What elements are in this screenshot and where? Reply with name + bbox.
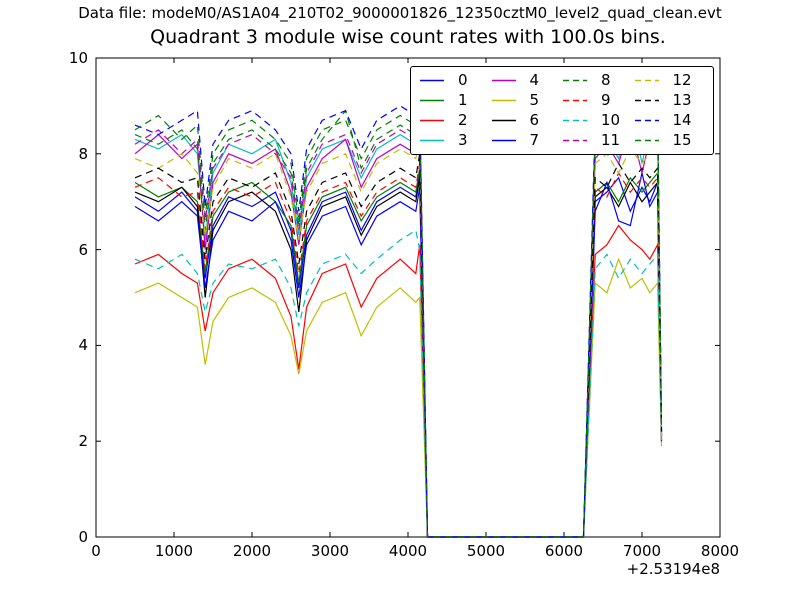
legend-line-sample-6 [491, 119, 516, 122]
legend-item-9: 9 [562, 91, 634, 111]
legend-label-5: 5 [529, 91, 540, 110]
legend-line-sample-11 [563, 139, 587, 141]
legend-label-14: 14 [672, 110, 692, 129]
legend-line-sample-0 [420, 80, 444, 82]
legend-label-9: 9 [601, 91, 611, 110]
legend-label-7: 7 [529, 130, 540, 149]
series-line-5 [134, 257, 663, 538]
y-tick-label-10: 10 [68, 49, 88, 67]
series-line-14 [134, 99, 663, 538]
legend-line-sample-4 [491, 80, 516, 82]
series-line-10 [134, 229, 663, 538]
legend-line-sample-13 [634, 99, 659, 102]
series-line-2 [134, 224, 663, 538]
legend-item-6: 6 [491, 111, 563, 131]
series-line-9 [134, 163, 663, 538]
legend-item-7: 7 [491, 130, 563, 150]
legend-label-6: 6 [529, 110, 540, 129]
legend-line-sample-15 [634, 139, 659, 141]
legend-item-0: 0 [419, 71, 491, 91]
y-tick-label-6: 6 [78, 240, 88, 259]
y-tick-label-2: 2 [78, 432, 88, 451]
y-tick-label-4: 4 [78, 336, 88, 355]
legend-label-11: 11 [601, 130, 621, 149]
legend-label-8: 8 [601, 71, 611, 90]
data-file-label: Data file: modeM0/AS1A04_210T02_90000018… [78, 4, 722, 22]
legend-line-sample-7 [491, 139, 516, 141]
legend-box: 0 1 2 3 4 5 6 7 8 9 10 11 12 13 14 15 [410, 66, 714, 155]
legend-label-2: 2 [458, 110, 468, 129]
x-tick-label-4000: 4000 [388, 542, 428, 560]
legend-item-1: 1 [419, 91, 491, 111]
legend-label-15: 15 [672, 130, 692, 149]
series-line-6 [134, 177, 663, 538]
series-line-12 [134, 139, 663, 538]
series-line-15 [134, 105, 663, 538]
x-tick-label-5000: 5000 [466, 542, 506, 560]
legend-item-4: 4 [491, 71, 563, 91]
legend-label-0: 0 [458, 71, 468, 90]
series-line-4 [134, 122, 663, 538]
legend-line-sample-1 [420, 99, 444, 102]
legend-line-sample-5 [491, 99, 516, 102]
series-line-11 [134, 120, 663, 538]
legend-item-13: 13 [634, 91, 706, 111]
legend-label-4: 4 [529, 71, 540, 90]
legend-item-10: 10 [562, 111, 634, 131]
legend-line-sample-14 [634, 119, 659, 122]
legend-line-sample-8 [563, 80, 587, 82]
legend-label-12: 12 [672, 71, 692, 90]
legend-label-1: 1 [458, 91, 468, 110]
legend-item-14: 14 [634, 111, 706, 131]
legend-item-5: 5 [491, 91, 563, 111]
legend-label-3: 3 [458, 130, 468, 149]
legend-item-2: 2 [419, 111, 491, 131]
x-tick-label-1000: 1000 [154, 542, 194, 560]
legend-item-15: 15 [634, 130, 706, 150]
series-line-3 [134, 105, 663, 538]
legend-line-sample-9 [563, 99, 587, 102]
legend-item-11: 11 [562, 130, 634, 150]
x-tick-label-3000: 3000 [310, 542, 350, 560]
legend-line-sample-2 [420, 119, 444, 122]
series-line-1 [134, 168, 663, 538]
x-tick-label-0: 0 [91, 542, 101, 560]
legend-line-sample-12 [634, 80, 659, 82]
series-line-8 [134, 109, 663, 538]
chart-title: Quadrant 3 module wise count rates with … [150, 26, 666, 48]
legend-item-8: 8 [562, 71, 634, 91]
legend-label-13: 13 [672, 91, 692, 110]
y-tick-label-8: 8 [78, 144, 88, 163]
x-tick-label-2000: 2000 [232, 542, 272, 560]
legend-item-3: 3 [419, 130, 491, 150]
legend-line-sample-3 [420, 139, 444, 141]
x-tick-label-7000: 7000 [622, 542, 662, 560]
x-tick-label-6000: 6000 [544, 542, 584, 560]
x-axis-offset-text: +2.53194e8 [626, 560, 720, 578]
x-tick-label-8000: 8000 [700, 542, 740, 560]
y-tick-label-0: 0 [78, 528, 88, 546]
series-line-13 [134, 153, 663, 538]
series-line-7 [134, 172, 663, 538]
legend-item-12: 12 [634, 71, 706, 91]
legend-line-sample-10 [563, 119, 587, 122]
series-line-0 [134, 172, 663, 538]
legend-label-10: 10 [601, 110, 621, 129]
